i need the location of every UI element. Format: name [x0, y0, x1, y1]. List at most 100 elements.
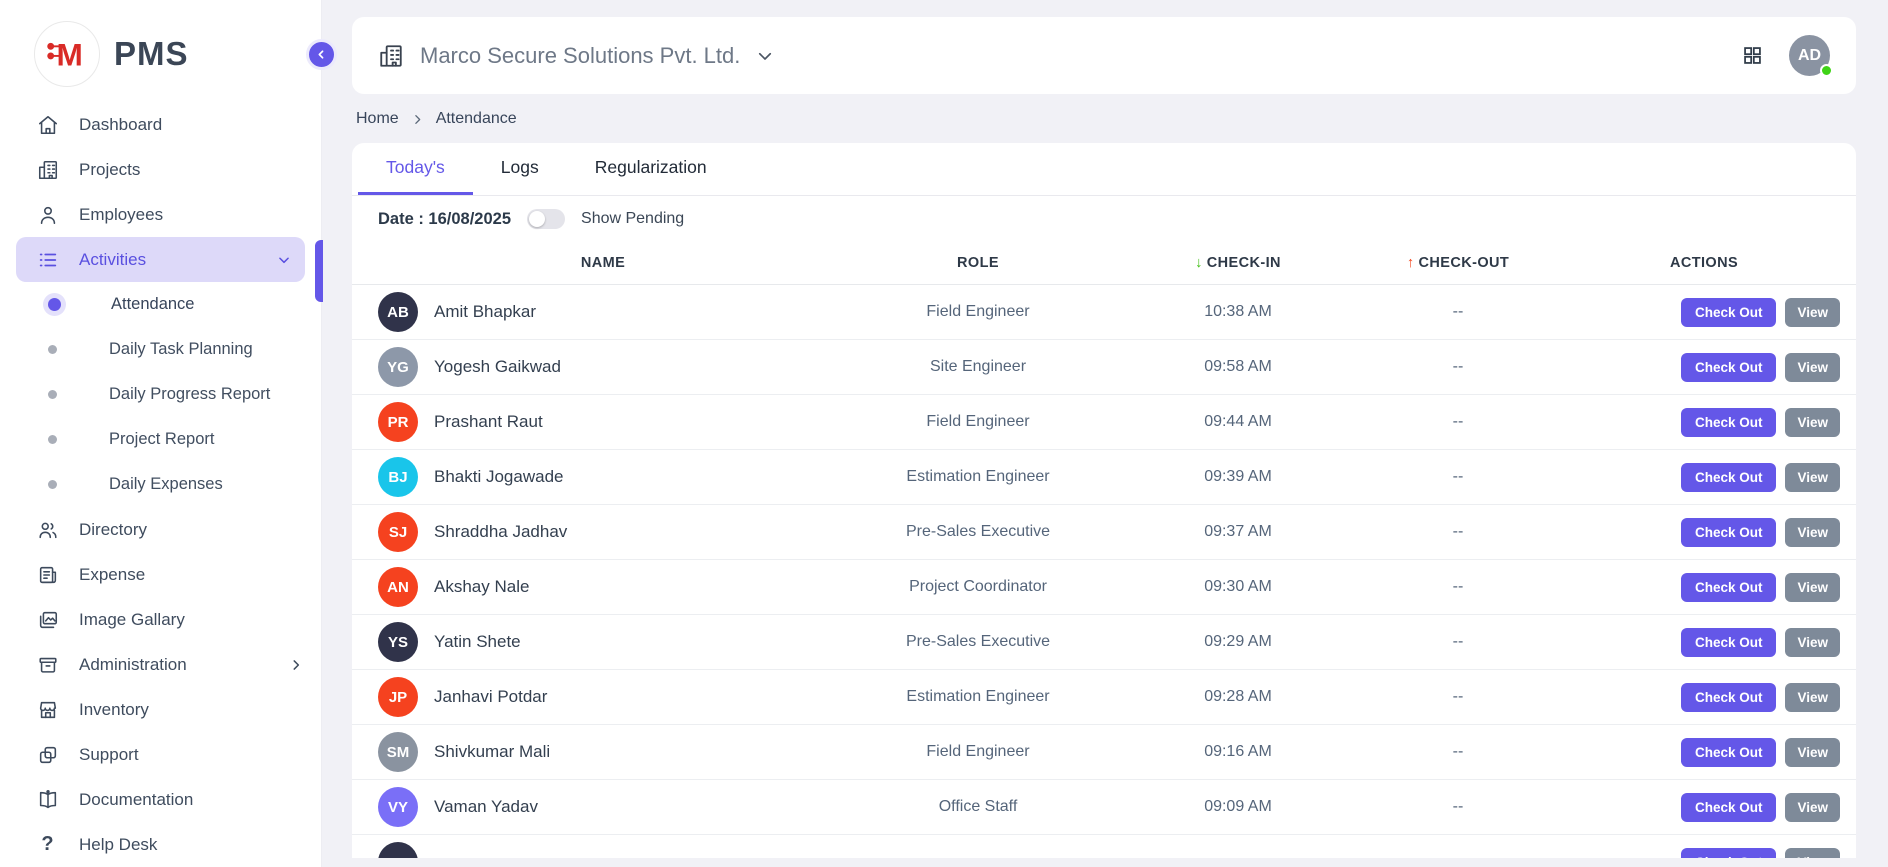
sidebar-item-activities[interactable]: Activities: [16, 237, 305, 282]
dot-icon: [48, 480, 57, 489]
sidebar-subitem-daily-task-planning[interactable]: Daily Task Planning: [0, 327, 321, 372]
employee-name: Akshay Nale: [434, 577, 530, 596]
view-button[interactable]: View: [1785, 462, 1840, 492]
view-button[interactable]: View: [1785, 682, 1840, 712]
user-avatar[interactable]: AD: [1789, 35, 1833, 77]
check-out-button[interactable]: Check Out: [1680, 792, 1777, 822]
building-icon: [36, 158, 59, 181]
check-out-button[interactable]: Check Out: [1680, 517, 1777, 547]
avatar: YS: [378, 622, 418, 662]
sidebar-item-label: Projects: [79, 159, 141, 179]
sidebar-item-expense[interactable]: Expense: [0, 552, 321, 597]
check-out-value: --: [1452, 303, 1464, 320]
sidebar-item-employees[interactable]: Employees: [0, 192, 321, 237]
employee-role: Pre-Sales Executive: [905, 523, 1051, 540]
table-row: SJ Shraddha Jadhav Pre-Sales Executive 0…: [352, 505, 1856, 560]
column-header-checkout[interactable]: ↑ CHECK-OUT: [1406, 254, 1510, 271]
sidebar-subitem-daily-progress-report[interactable]: Daily Progress Report: [0, 372, 321, 417]
sidebar-subitem-attendance[interactable]: Attendance: [0, 282, 321, 327]
sidebar-item-dashboard[interactable]: Dashboard: [0, 102, 321, 147]
table-row: BJ Bhakti Jogawade Estimation Engineer 0…: [352, 450, 1856, 505]
table-row: SM Shivkumar Mali Field Engineer 09:16 A…: [352, 725, 1856, 780]
employee-role: Office Staff: [938, 798, 1018, 815]
check-out-button[interactable]: Check Out: [1680, 627, 1777, 657]
sidebar-item-inventory[interactable]: Inventory: [0, 687, 321, 732]
chevron-right-icon: [411, 113, 424, 126]
check-out-button[interactable]: Check Out: [1680, 682, 1777, 712]
date-label: Date : 16/08/2025: [378, 209, 512, 228]
sidebar-item-image-gallery[interactable]: Image Gallary: [0, 597, 321, 642]
sidebar-item-label: Employees: [79, 204, 164, 224]
table-header: NAME ROLE ↓ CHECK-IN ↑ CHECK-OUT ACTIONS: [352, 241, 1856, 285]
avatar: VY: [378, 787, 418, 827]
check-out-button[interactable]: Check Out: [1680, 572, 1777, 602]
view-button[interactable]: View: [1785, 352, 1840, 382]
main-content: Marco Secure Solutions Pvt. Ltd. AD Home…: [322, 0, 1888, 867]
company-selector[interactable]: Marco Secure Solutions Pvt. Ltd.: [378, 43, 774, 69]
dot-icon: [48, 390, 57, 399]
sidebar-subitem-label: Daily Task Planning: [109, 340, 253, 358]
apps-grid-icon[interactable]: [1742, 45, 1763, 66]
check-out-value: --: [1452, 358, 1464, 375]
avatar-initials: JP: [388, 688, 408, 706]
avatar: AB: [378, 292, 418, 332]
avatar-initials: AN: [387, 578, 409, 596]
employee-role: Estimation Engineer: [906, 688, 1050, 705]
view-button[interactable]: View: [1785, 627, 1840, 657]
breadcrumb-home[interactable]: Home: [356, 110, 399, 127]
sidebar-subitem-daily-expenses[interactable]: Daily Expenses: [0, 462, 321, 507]
check-out-button[interactable]: Check Out: [1680, 737, 1777, 767]
sidebar-item-documentation[interactable]: Documentation: [0, 777, 321, 822]
view-button[interactable]: View: [1785, 517, 1840, 547]
view-button[interactable]: View: [1785, 297, 1840, 327]
employee-role: Field Engineer: [926, 413, 1030, 430]
sidebar-subitem-label: Project Report: [109, 430, 215, 448]
sort-up-icon: ↑: [1406, 254, 1415, 271]
sidebar-item-help-desk[interactable]: ? Help Desk: [0, 822, 321, 867]
view-button[interactable]: View: [1785, 847, 1840, 858]
sidebar-item-support[interactable]: Support: [0, 732, 321, 777]
show-pending-toggle[interactable]: [527, 209, 566, 229]
list-icon: [36, 248, 59, 271]
column-header-checkin[interactable]: ↓ CHECK-IN: [1195, 254, 1281, 271]
sidebar: M PMS Dashboard Projects Employees: [0, 0, 322, 867]
table-row: PR Prashant Raut Field Engineer 09:44 AM…: [352, 395, 1856, 450]
avatar-initials: AB: [387, 303, 409, 321]
sidebar-item-directory[interactable]: Directory: [0, 507, 321, 552]
app-logo: M PMS: [0, 0, 321, 94]
avatar-initials: BJ: [388, 468, 408, 486]
view-button[interactable]: View: [1785, 792, 1840, 822]
check-out-value: --: [1452, 688, 1464, 705]
sidebar-subitem-label: Daily Expenses: [109, 475, 223, 493]
sidebar-item-projects[interactable]: Projects: [0, 147, 321, 192]
avatar-initials: YG: [387, 358, 409, 376]
sidebar-subitem-label: Daily Progress Report: [109, 385, 271, 403]
check-out-button[interactable]: Check Out: [1680, 352, 1777, 382]
check-in-time: 09:29 AM: [1204, 633, 1272, 650]
avatar: PR: [378, 402, 418, 442]
view-button[interactable]: View: [1785, 737, 1840, 767]
view-button[interactable]: View: [1785, 572, 1840, 602]
avatar-initials: SJ: [388, 523, 408, 541]
sidebar-item-administration[interactable]: Administration: [0, 642, 321, 687]
employee-name: Yatin Shete: [434, 632, 521, 651]
sidebar-subitem-project-report[interactable]: Project Report: [0, 417, 321, 462]
avatar: AN: [378, 567, 418, 607]
employee-role: Estimation Engineer: [906, 468, 1050, 485]
employee-role: Field Engineer: [926, 743, 1030, 760]
check-out-button[interactable]: Check Out: [1680, 297, 1777, 327]
view-button[interactable]: View: [1785, 407, 1840, 437]
employee-name: Bhakti Jogawade: [434, 467, 564, 486]
sidebar-collapse-button[interactable]: [306, 39, 337, 70]
tab-todays[interactable]: Today's: [358, 143, 473, 195]
check-out-value: --: [1452, 578, 1464, 595]
avatar-initials: VY: [387, 798, 408, 816]
check-out-button[interactable]: Check Out: [1680, 847, 1777, 858]
check-out-button[interactable]: Check Out: [1680, 407, 1777, 437]
table-row: VY Vaman Yadav Office Staff 09:09 AM -- …: [352, 780, 1856, 835]
tab-logs[interactable]: Logs: [500, 157, 539, 177]
active-section-indicator: [315, 240, 323, 302]
person-icon: [36, 203, 59, 226]
tab-regularization[interactable]: Regularization: [594, 157, 707, 177]
check-out-button[interactable]: Check Out: [1680, 462, 1777, 492]
